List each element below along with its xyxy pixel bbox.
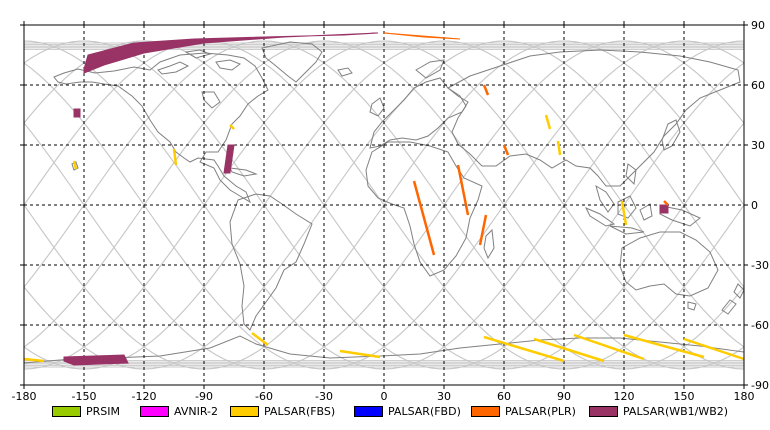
x-tick-label: 90 [557, 390, 571, 400]
swath-palsar-fbs- [573, 333, 645, 361]
y-tick-label: 30 [751, 139, 765, 152]
swath-palsar-fbs- [172, 148, 178, 166]
legend-item: PALSAR(PLR) [471, 404, 576, 418]
swath-palsar-fbs- [72, 160, 78, 170]
x-tick-label: 0 [381, 390, 388, 400]
x-tick-label: -90 [195, 390, 213, 400]
swath-overlays [23, 32, 745, 366]
swath-palsar-plr- [412, 180, 436, 256]
legend-label: PRSIM [86, 404, 120, 418]
swath-palsar-wb1-wb2- [659, 204, 669, 214]
y-tick-label: -30 [751, 259, 769, 272]
swath-map: -180 -150 -120 -90 -60 -30 0 30 60 90 120 150 180 90 6… [12, 19, 769, 400]
legend-swatch [230, 405, 259, 417]
x-tick-label: -120 [132, 390, 157, 400]
x-tick-label: -60 [255, 390, 273, 400]
swath-palsar-wb1-wb2- [63, 354, 129, 366]
x-tick-label: -30 [315, 390, 333, 400]
swath-palsar-fbs- [339, 349, 381, 359]
swath-palsar-plr- [383, 32, 461, 40]
x-tick-label: 150 [674, 390, 695, 400]
legend-item: PALSAR(FBD) [354, 404, 461, 418]
y-tick-label: -90 [751, 379, 769, 392]
legend-label: PALSAR(FBS) [264, 404, 336, 418]
legend-item: PALSAR(WB1/WB2) [589, 404, 728, 418]
swath-palsar-fbs- [683, 337, 745, 361]
y-tick-label: 90 [751, 19, 765, 32]
x-tick-label: -150 [72, 390, 97, 400]
orbit-track [23, 40, 745, 370]
legend-swatch [589, 405, 618, 417]
swath-palsar-fbs- [533, 337, 605, 363]
swath-palsar-fbs- [556, 140, 562, 156]
swath-palsar-plr- [663, 200, 669, 206]
x-tick-label: 180 [734, 390, 755, 400]
x-tick-label: 120 [614, 390, 635, 400]
swath-palsar-fbs- [23, 357, 45, 363]
swath-palsar-fbs- [483, 335, 565, 363]
y-tick-label: -60 [751, 319, 769, 332]
legend-item: AVNIR-2 [140, 404, 218, 418]
swath-palsar-wb1-wb2- [83, 32, 379, 74]
swath-palsar-plr- [482, 84, 490, 96]
swath-palsar-fbs- [544, 114, 552, 130]
x-tick-label: 30 [437, 390, 451, 400]
axis-ticks: -180 -150 -120 -90 -60 -30 0 30 60 90 120 150 180 90 6… [12, 19, 769, 400]
legend-item: PRSIM [52, 404, 120, 418]
lat-lon-grid [24, 25, 744, 385]
x-tick-label: -180 [12, 390, 37, 400]
legend-label: PALSAR(WB1/WB2) [623, 404, 729, 418]
legend-swatch [354, 405, 383, 417]
legend-swatch [140, 405, 169, 417]
legend-label: AVNIR-2 [174, 404, 218, 418]
swath-palsar-wb1-wb2- [73, 108, 81, 118]
y-tick-label: 60 [751, 79, 765, 92]
legend-swatch [52, 405, 81, 417]
legend-item: PALSAR(FBS) [230, 404, 335, 418]
swath-palsar-fbs- [229, 124, 235, 130]
swath-palsar-fbs- [623, 333, 705, 359]
x-tick-label: 60 [497, 390, 511, 400]
swath-palsar-fbs- [251, 332, 269, 346]
y-tick-label: 0 [751, 199, 758, 212]
swath-palsar-plr- [456, 164, 470, 216]
swath-palsar-plr- [478, 214, 488, 246]
swath-palsar-fbs- [620, 200, 628, 226]
swath-palsar-plr- [502, 144, 510, 156]
swath-palsar-wb1-wb2- [223, 144, 235, 174]
legend: PRSIM AVNIR-2 PALSAR(FBS) PALSAR(FBD) PALSAR… [0, 401, 770, 421]
coastline [23, 41, 745, 386]
legend-label: PALSAR(PLR) [505, 404, 576, 418]
legend-swatch [471, 405, 500, 417]
legend-label: PALSAR(FBD) [388, 404, 461, 418]
